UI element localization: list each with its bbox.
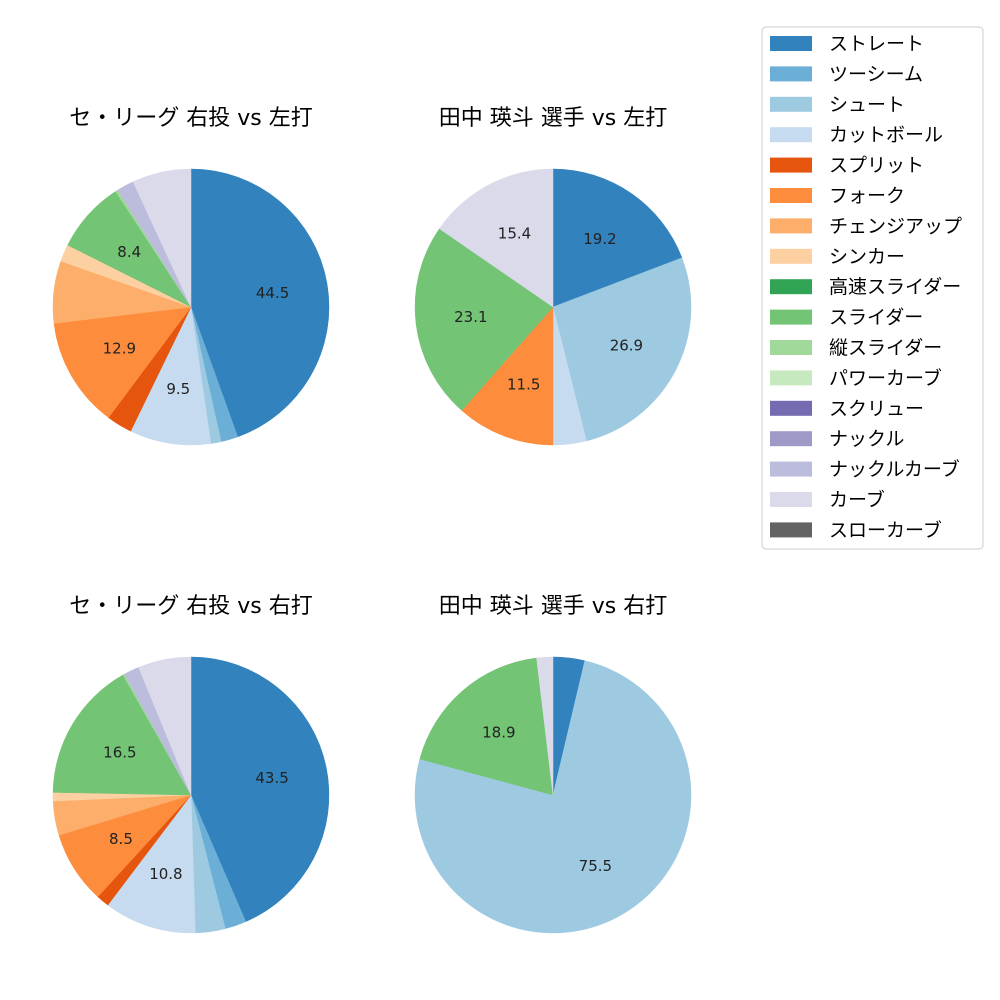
pie-slice (107, 794, 196, 934)
pie-3-slices: 43.5 10.8 8.5 16.5 (52, 656, 330, 934)
pie-slice-label: 16.5 (103, 744, 136, 762)
pie-slice (461, 306, 554, 446)
pie-slice (130, 306, 212, 446)
legend-swatch (770, 218, 812, 234)
pie-slice (52, 674, 192, 796)
pie-slice-label: 44.5 (256, 284, 289, 302)
legend-label: ナックルカーブ (829, 458, 960, 481)
pie-slice-label: 19.2 (583, 230, 616, 248)
pie-1-slices: 44.5 9.5 12.9 8.4 (52, 168, 330, 446)
legend-label: スローカーブ (829, 518, 942, 541)
legend-label: パワーカーブ (829, 366, 942, 389)
pie-slice (190, 168, 330, 438)
legend-swatch (770, 127, 812, 143)
legend-label: カットボール (829, 124, 943, 146)
legend-label: 高速スライダー (829, 276, 961, 298)
pie-slice (536, 656, 554, 796)
pie-slice-label: 9.5 (166, 380, 190, 398)
legend-label: チェンジアップ (829, 215, 962, 237)
pie-slice-label: 23.1 (454, 308, 487, 326)
legend-swatch (770, 431, 812, 447)
legend-swatch (770, 96, 812, 112)
legend-items: ストレートツーシームシュートカットボールスプリットフォークチェンジアップシンカー… (770, 33, 962, 541)
pie-2-slices: 19.2 26.9 11.5 23.1 15.4 (414, 168, 692, 446)
pie-panel-1: セ・リーグ 右投 vs 左打 44.5 9.5 12.9 8.4 (52, 106, 330, 446)
legend-label: スクリュー (829, 398, 924, 420)
pie-slice (132, 168, 192, 308)
legend-swatch (770, 492, 812, 507)
legend-frame (761, 26, 984, 550)
pie-slice (190, 656, 330, 922)
pie-slice (414, 228, 554, 411)
pie-slice-label: 10.8 (149, 865, 182, 883)
pie-title-2: 田中 瑛斗 選手 vs 左打 (439, 106, 667, 131)
pie-slice (439, 168, 554, 308)
pie-title-4: 田中 瑛斗 選手 vs 右打 (439, 594, 667, 619)
legend: ストレートツーシームシュートカットボールスプリットフォークチェンジアップシンカー… (761, 26, 984, 550)
legend-label: カーブ (829, 488, 885, 511)
pie-slice-label: 11.5 (507, 375, 540, 393)
pie-title-1: セ・リーグ 右投 vs 左打 (69, 106, 312, 131)
legend-label: 縦スライダー (829, 337, 942, 359)
legend-swatch (770, 279, 812, 295)
pie-slice-label: 12.9 (103, 339, 136, 357)
pie-slice (138, 656, 192, 796)
pie-panel-4: 田中 瑛斗 選手 vs 右打 75.5 18.9 (414, 594, 692, 934)
pie-4-slices: 75.5 18.9 (414, 656, 692, 934)
pie-slice-label: 8.4 (117, 243, 141, 261)
pie-panel-2: 田中 瑛斗 選手 vs 左打 19.2 26.9 11.5 23.1 15.4 (414, 106, 692, 446)
pie-slice-label: 75.5 (579, 857, 612, 875)
pie-panel-3: セ・リーグ 右投 vs 右打 43.5 10.8 8.5 16.5 (52, 594, 330, 934)
legend-swatch (770, 340, 812, 355)
legend-label: ツーシーム (829, 63, 923, 85)
legend-label: スライダー (829, 307, 923, 329)
pie-slice-label: 15.4 (498, 225, 531, 243)
pie-slice-label: 18.9 (482, 723, 515, 741)
legend-swatch (770, 309, 812, 325)
pie-slice (53, 306, 192, 418)
legend-label: ストレート (829, 33, 924, 55)
legend-swatch (770, 370, 812, 386)
legend-swatch (770, 36, 812, 51)
legend-label: シンカー (829, 246, 905, 268)
legend-label: フォーク (829, 185, 905, 207)
pie-slice (414, 660, 692, 934)
legend-swatch (770, 66, 812, 82)
legend-label: スプリット (829, 155, 924, 177)
legend-swatch (770, 248, 812, 264)
legend-label: シュート (829, 94, 905, 116)
legend-swatch (770, 461, 812, 477)
pie-slice-label: 26.9 (610, 336, 643, 354)
legend-label: ナックル (829, 428, 904, 450)
legend-swatch (770, 522, 812, 538)
legend-swatch (770, 400, 812, 416)
legend-swatch (770, 188, 812, 203)
pie-slice-label: 8.5 (109, 830, 133, 848)
pie-slice (552, 257, 692, 442)
pie-slice (419, 657, 554, 796)
pie-title-3: セ・リーグ 右投 vs 右打 (69, 594, 312, 619)
pie-slice-label: 43.5 (255, 769, 288, 787)
pie-slice (552, 168, 683, 308)
legend-swatch (770, 157, 812, 173)
